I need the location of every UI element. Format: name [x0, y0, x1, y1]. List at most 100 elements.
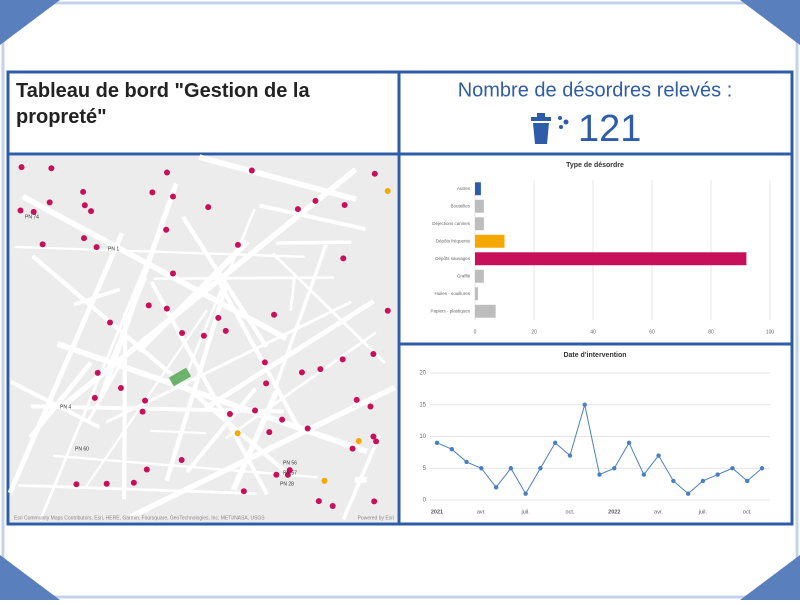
map-point [241, 488, 247, 494]
map-point [263, 380, 269, 386]
map-point [316, 498, 322, 504]
x-tick-label: avr. [477, 509, 486, 515]
map-point [82, 202, 88, 208]
map-point [104, 481, 110, 487]
map-point [107, 319, 113, 325]
map-label: PN 4 [60, 404, 71, 410]
y-tick-label: Papiers - plastiques [430, 308, 470, 313]
indicator-value: 121 [578, 108, 641, 150]
point [583, 403, 587, 407]
map-point [95, 370, 101, 376]
x-tick-label: 80 [708, 329, 714, 335]
map-point [48, 165, 54, 171]
point [656, 453, 660, 457]
x-tick-label: oct. [566, 509, 575, 515]
map-point [40, 241, 46, 247]
map-point [235, 430, 241, 436]
map-point [317, 366, 323, 372]
map-point [17, 207, 23, 213]
map-point [164, 169, 170, 175]
map-label: PN 28 [280, 481, 294, 487]
x-tick-label: avr. [654, 509, 663, 515]
map-point [19, 164, 25, 170]
map-point [140, 409, 146, 415]
y-tick-label: Autres [457, 186, 471, 191]
map-point [205, 204, 211, 210]
map-point [92, 395, 98, 401]
bar [475, 235, 505, 248]
map-point [370, 434, 376, 440]
map-point [131, 480, 137, 486]
point [509, 466, 513, 470]
map-label: PN 57 [283, 470, 297, 476]
map-label: PN 1 [108, 246, 119, 252]
x-tick-label: 100 [766, 329, 775, 335]
bar [475, 252, 746, 265]
map-point [215, 315, 221, 321]
chart-title: Type de désordre [566, 162, 624, 169]
map-point [149, 189, 155, 195]
title: propreté" [16, 106, 107, 128]
map-point [47, 199, 53, 205]
map-label: PN 60 [75, 446, 89, 452]
point [686, 491, 690, 495]
map-point [223, 328, 229, 334]
x-tick-label: 2021 [431, 509, 443, 515]
map-point [252, 407, 258, 413]
map-point [163, 227, 169, 233]
bar [475, 305, 496, 318]
map-point [321, 478, 327, 484]
y-tick-label: 10 [419, 434, 426, 440]
map-point [142, 398, 148, 404]
map-point [235, 242, 241, 248]
map-point [385, 308, 391, 314]
y-tick-label: Dépôts sauvages [435, 256, 471, 261]
point [597, 472, 601, 476]
bar [475, 200, 484, 213]
point [464, 460, 468, 464]
map-point [81, 235, 87, 241]
x-tick-label: 20 [531, 329, 537, 335]
bar [475, 182, 481, 195]
x-tick-label: oct. [743, 509, 752, 515]
point [701, 479, 705, 483]
point [642, 472, 646, 476]
y-tick-label: Graffiti [457, 273, 470, 278]
map-point [266, 429, 272, 435]
map-point [354, 397, 360, 403]
y-tick-label: Dépôts fréquents [436, 238, 471, 243]
map-point [262, 359, 268, 365]
map-point [299, 369, 305, 375]
point [479, 466, 483, 470]
x-tick-label: 40 [590, 329, 596, 335]
street [124, 313, 125, 499]
map-point [273, 472, 279, 478]
map-point [340, 255, 346, 261]
map-point [385, 188, 391, 194]
point [523, 491, 527, 495]
map-point [170, 194, 176, 200]
map-attribution: Esri Community Maps Contributors, Esri, … [14, 515, 265, 521]
map-point [118, 385, 124, 391]
chart-title: Date d'intervention [563, 352, 626, 359]
point [494, 485, 498, 489]
y-tick-label: 20 [419, 371, 426, 377]
indicator-label: Nombre de désordres relevés : [458, 79, 733, 101]
map-point [371, 498, 377, 504]
map-powered: Powered by Esri [358, 515, 394, 521]
map-point [342, 202, 348, 208]
map-point [164, 306, 170, 312]
street [276, 242, 351, 243]
map-point [350, 446, 356, 452]
map-point [279, 417, 285, 423]
map-point [312, 198, 318, 204]
map-point [170, 270, 176, 276]
map-point [372, 171, 378, 177]
point [745, 479, 749, 483]
point [435, 441, 439, 445]
point [627, 441, 631, 445]
x-tick-label: 2022 [608, 509, 620, 515]
map-point [144, 467, 150, 473]
